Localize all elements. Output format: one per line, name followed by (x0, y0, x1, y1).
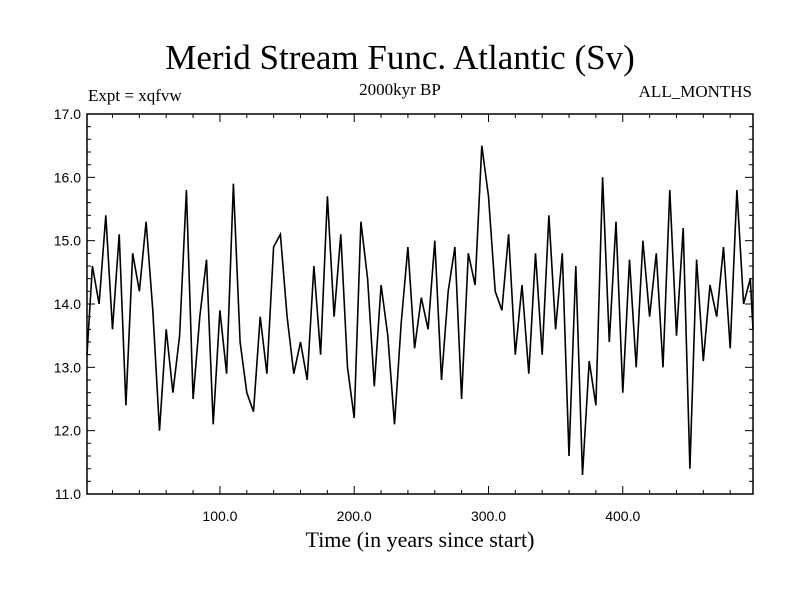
y-tick-label: 15.0 (54, 233, 81, 249)
y-tick-label: 16.0 (54, 169, 81, 185)
x-axis-label: Time (in years since start) (305, 527, 535, 552)
axis-tick-labels: 11.0 12.0 13.0 14.0 15.0 16.0 17.0 100.0 200.0 30… (54, 106, 641, 524)
y-tick-label: 14.0 (54, 296, 81, 312)
series-line (86, 145, 754, 476)
data-series (86, 145, 754, 476)
x-tick-label: 400.0 (605, 508, 640, 524)
experiment-label: Expt = xqfvw (88, 86, 182, 105)
y-tick-label: 12.0 (54, 423, 81, 439)
chart-subtitle: 2000kyr BP (359, 80, 441, 99)
x-tick-label: 300.0 (471, 508, 506, 524)
x-tick-label: 100.0 (202, 508, 237, 524)
x-tick-label: 200.0 (337, 508, 372, 524)
season-label: ALL_MONTHS (638, 82, 752, 101)
y-tick-label: 13.0 (54, 359, 81, 375)
y-tick-label: 11.0 (55, 486, 81, 502)
plot-frame (86, 113, 754, 495)
y-tick-label: 17.0 (54, 106, 81, 122)
chart-title: Merid Stream Func. Atlantic (Sv) (165, 38, 635, 77)
